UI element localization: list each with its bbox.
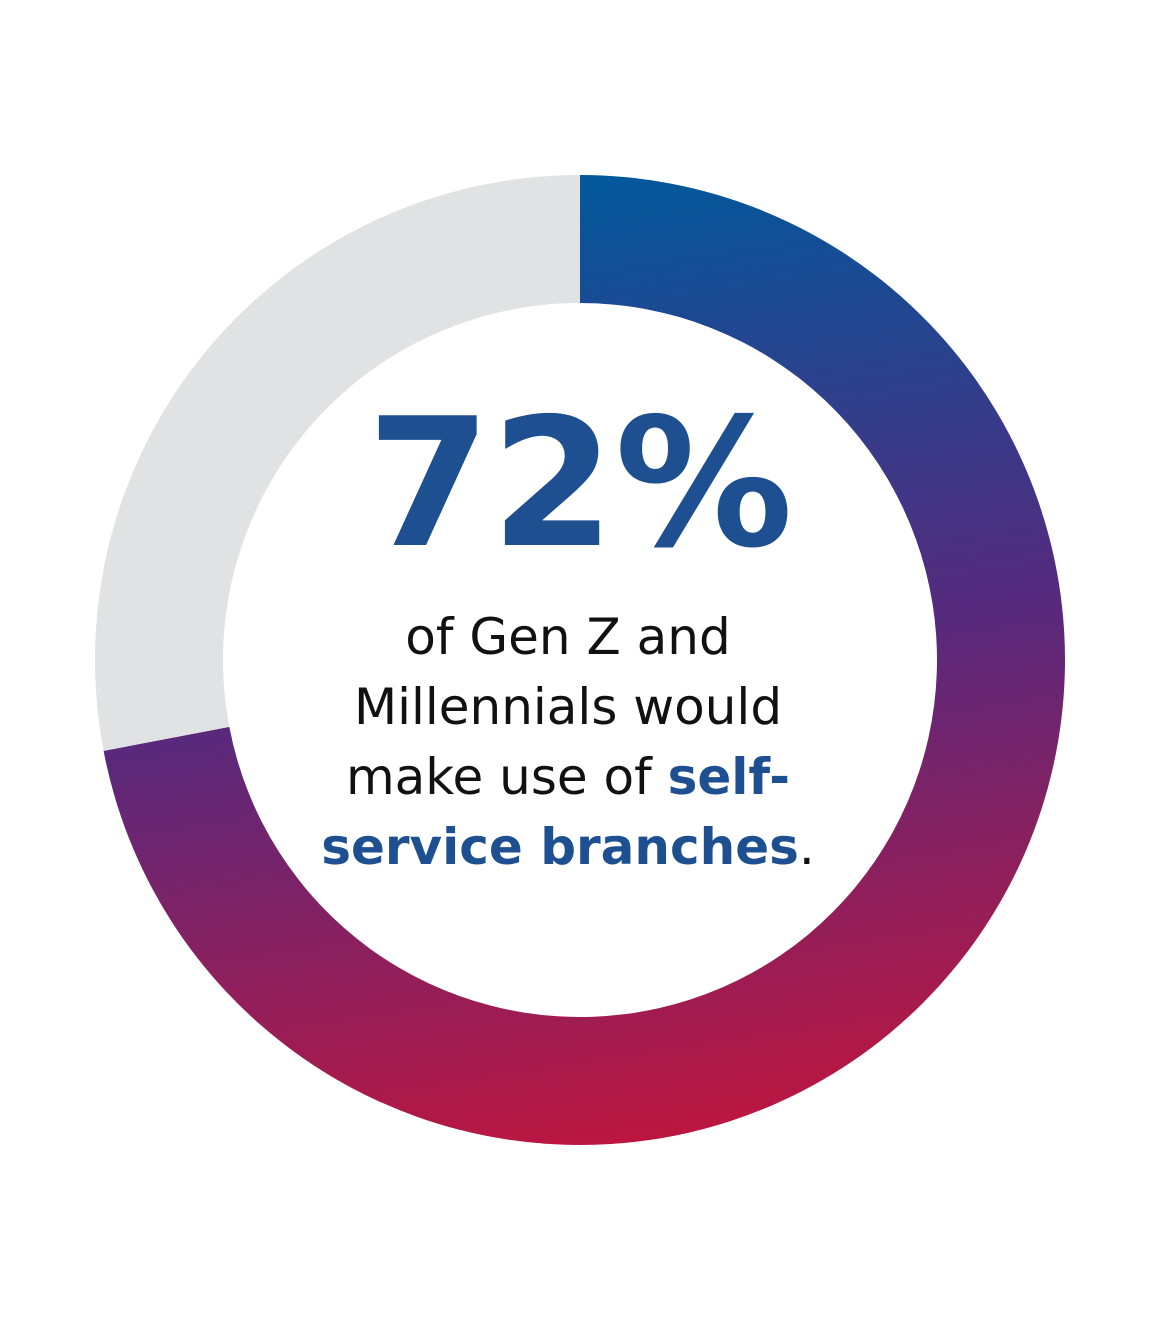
caption-line: make use of self- <box>346 748 790 806</box>
caption-highlight: service branches <box>321 818 799 876</box>
caption-text: make use of <box>346 748 668 806</box>
donut-segment <box>94 175 580 751</box>
donut <box>94 175 1065 1146</box>
value-label: 72% <box>367 380 793 587</box>
caption-text: . <box>799 818 815 876</box>
caption-line: service branches. <box>321 818 815 876</box>
caption-line: Millennials would <box>354 678 782 736</box>
caption-line: of Gen Z and <box>405 608 730 666</box>
caption-highlight: self- <box>668 748 790 806</box>
